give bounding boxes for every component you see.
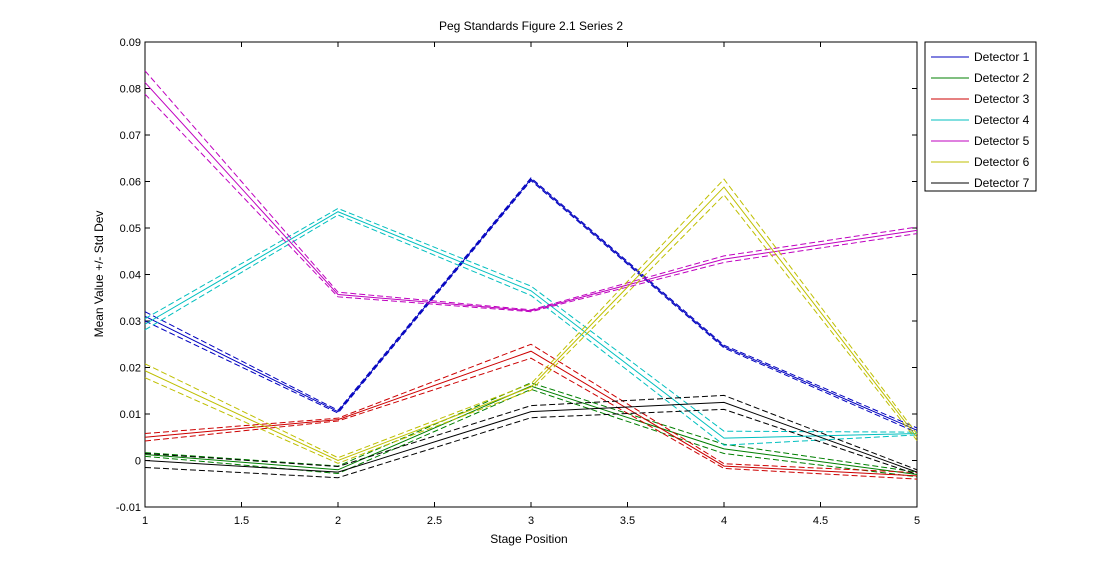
series-upper-bound-line [144, 343, 918, 474]
x-tick-label: 3.5 [620, 515, 635, 527]
legend: Detector 1 Detector 2 Detector 3 Detector 4… [924, 41, 1037, 192]
series-mean-line [144, 82, 918, 312]
series-lower-bound-line [144, 179, 918, 434]
series-upper-bound-line [144, 207, 918, 433]
series-upper-bound-line [144, 382, 918, 473]
series-mean-line [144, 385, 918, 475]
series-lower-bound-line [144, 408, 918, 479]
legend-entry-label: Detector 2 [974, 71, 1030, 85]
series-detector-6 [144, 178, 918, 464]
y-tick-label: 0.06 [120, 177, 141, 189]
legend-entry-label: Detector 5 [974, 134, 1030, 148]
y-tick-label: 0.07 [120, 130, 141, 142]
x-tick-label: 3 [528, 515, 534, 527]
x-tick-label: 2 [335, 515, 341, 527]
y-tick-label: -0.01 [116, 502, 141, 514]
series-mean-line [144, 350, 918, 477]
series-mean-line [144, 186, 918, 462]
legend-entry-label: Detector 4 [974, 113, 1030, 127]
series-lower-bound-line [144, 357, 918, 480]
x-axis: 1 1.5 2 2.5 3 3.5 4 4.5 5 [142, 42, 920, 527]
y-tick-label: 0.01 [120, 409, 141, 421]
series-lower-bound-line [144, 93, 918, 313]
y-tick-label: 0.02 [120, 363, 141, 375]
legend-entry-label: Detector 3 [974, 92, 1030, 106]
x-tick-label: 4 [721, 515, 727, 527]
y-tick-label: 0.09 [120, 37, 141, 49]
y-tick-label: 0.03 [120, 316, 141, 328]
series-detector-1 [144, 177, 918, 434]
chart-title: Peg Standards Figure 2.1 Series 2 [439, 19, 623, 33]
series-lower-bound-line [144, 214, 918, 446]
series-detector-7 [144, 394, 918, 479]
x-tick-label: 4.5 [813, 515, 828, 527]
y-tick-label: 0 [135, 456, 141, 468]
y-tick-label: 0.04 [120, 270, 141, 282]
x-tick-label: 1 [142, 515, 148, 527]
legend-entry-label: Detector 7 [974, 176, 1030, 190]
plot-area [144, 41, 918, 508]
x-axis-title: Stage Position [490, 532, 567, 546]
y-axis-title: Mean Value +/- Std Dev [92, 211, 106, 338]
x-tick-label: 5 [914, 515, 920, 527]
series-upper-bound-line [144, 177, 918, 429]
series-upper-bound-line [144, 70, 918, 311]
x-tick-label: 2.5 [427, 515, 442, 527]
x-tick-label: 1.5 [234, 515, 249, 527]
series-layer [144, 70, 918, 480]
series-detector-3 [144, 343, 918, 480]
legend-entry-label: Detector 1 [974, 50, 1030, 64]
y-tick-label: 0.08 [120, 84, 141, 96]
legend-entry-label: Detector 6 [974, 155, 1030, 169]
y-tick-label: 0.05 [120, 223, 141, 235]
series-detector-4 [144, 207, 918, 446]
series-lower-bound-line [144, 194, 918, 464]
series-detector-5 [144, 70, 918, 313]
legend-box [924, 41, 1037, 192]
y-axis: -0.01 0 0.01 0.02 0.03 0.04 0.05 0.06 0.07 0.08 0.… [116, 37, 917, 514]
series-mean-line [144, 401, 918, 473]
series-mean-line [144, 211, 918, 439]
series-upper-bound-line [144, 394, 918, 471]
series-mean-line [144, 178, 918, 431]
